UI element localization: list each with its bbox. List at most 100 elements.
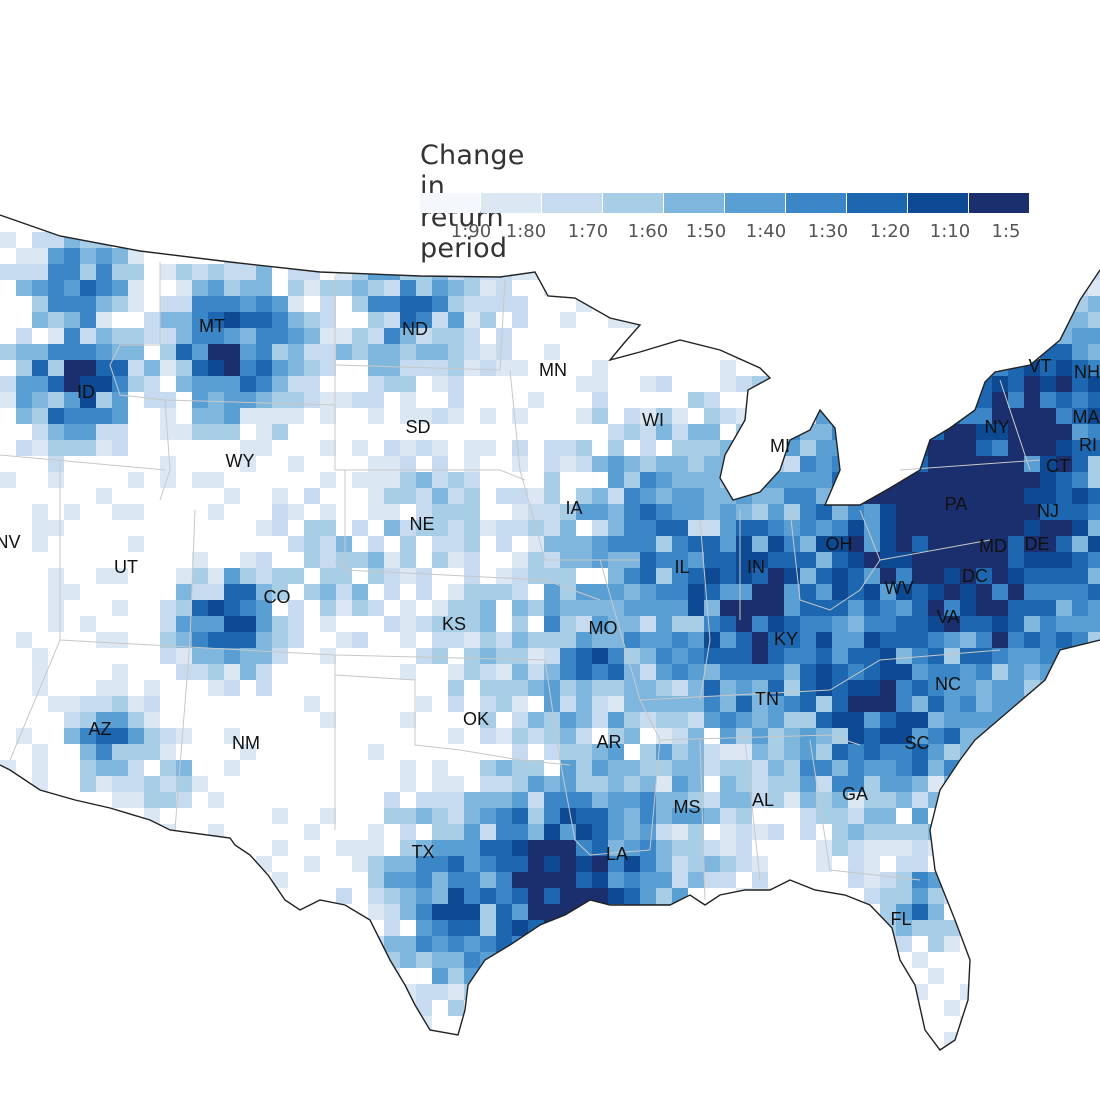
state-label-tx: TX [411,842,434,862]
county-cell [112,424,128,440]
county-cell [928,392,944,408]
county-cell [480,408,496,424]
county-cell [1040,376,1056,392]
county-cell [944,392,960,408]
county-cell [576,920,592,936]
county-cell [608,680,624,696]
county-cell [608,824,624,840]
county-cell [416,296,432,312]
county-cell [288,616,304,632]
county-cell [80,360,96,376]
county-cell [864,760,880,776]
county-cell [448,376,464,392]
county-cell [192,280,208,296]
county-cell [928,696,944,712]
county-cell [112,712,128,728]
county-cell [800,616,816,632]
county-cell [1040,536,1056,552]
county-cell [528,680,544,696]
county-cell [496,968,512,984]
legend-tick-label: 1:70 [567,221,609,242]
county-cell [928,888,944,904]
county-cell [192,472,208,488]
county-cell [464,248,480,264]
county-cell [944,728,960,744]
county-cell [880,392,896,408]
county-cell [1008,520,1024,536]
county-cell [656,648,672,664]
county-cell [272,872,288,888]
county-cell [672,952,688,968]
county-cell [368,904,384,920]
county-cell [928,904,944,920]
county-cell [864,856,880,872]
county-cell [736,840,752,856]
state-label-sc: SC [904,733,929,753]
county-cell [880,312,896,328]
county-cell [736,776,752,792]
county-cell [880,888,896,904]
county-cell [880,616,896,632]
county-cell [336,968,352,984]
county-cell [112,776,128,792]
county-cell [496,808,512,824]
county-cell [640,1016,656,1032]
county-cell [864,1048,880,1050]
county-cell [448,536,464,552]
county-cell [992,648,1008,664]
county-cell [496,728,512,744]
state-label-mt: MT [199,316,225,336]
county-cell [896,680,912,696]
county-cell [64,696,80,712]
county-cell [688,536,704,552]
county-cell [336,280,352,296]
county-cell [816,456,832,472]
county-cell [688,488,704,504]
county-cell [384,568,400,584]
county-cell [848,552,864,568]
county-cell [912,888,928,904]
county-cell [928,376,944,392]
county-cell [48,280,64,296]
county-cell [0,344,16,360]
county-cell [960,424,976,440]
county-cell [720,408,736,424]
county-cell [832,648,848,664]
county-cell [384,520,400,536]
county-cell [256,552,272,568]
county-cell [240,584,256,600]
county-cell [416,280,432,296]
county-cell [928,648,944,664]
county-cell [368,824,384,840]
county-cell [128,344,144,360]
county-cell [368,456,384,472]
county-cell [656,584,672,600]
county-cell [112,344,128,360]
county-cell [832,248,848,264]
county-cell [624,568,640,584]
county-cell [816,328,832,344]
county-cell [1024,648,1040,664]
legend-swatch [969,193,1029,213]
county-cell [320,328,336,344]
county-cell [384,616,400,632]
state-label-ky: KY [774,629,798,649]
county-cell [352,296,368,312]
county-cell [592,840,608,856]
county-cell [944,1000,960,1016]
county-cell [800,392,816,408]
county-cell [688,632,704,648]
county-cell [240,632,256,648]
county-cell [576,504,592,520]
county-cell [560,440,576,456]
county-cell [784,648,800,664]
county-cell [848,680,864,696]
county-cell [432,840,448,856]
county-cell [320,920,336,936]
county-cell [1088,568,1100,584]
county-cell [592,760,608,776]
county-cell [592,600,608,616]
county-cell [544,664,560,680]
county-cell [976,616,992,632]
county-cell [624,728,640,744]
